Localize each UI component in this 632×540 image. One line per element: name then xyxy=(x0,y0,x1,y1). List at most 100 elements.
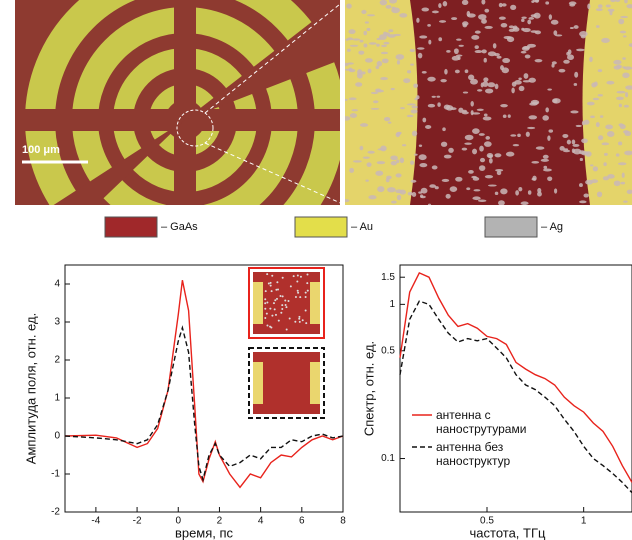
particle xyxy=(580,158,583,161)
particle xyxy=(497,56,502,59)
particle xyxy=(523,46,531,49)
particle xyxy=(475,50,483,53)
particle xyxy=(483,77,488,81)
particle xyxy=(598,94,603,96)
particle xyxy=(590,115,595,118)
particle xyxy=(479,133,485,136)
particle xyxy=(489,158,493,164)
particle xyxy=(597,191,602,197)
particle xyxy=(622,57,626,60)
particle xyxy=(446,105,453,110)
particle xyxy=(410,49,415,52)
particle xyxy=(442,127,446,131)
x-tick-label: 4 xyxy=(258,516,264,527)
particle xyxy=(380,145,387,151)
particle xyxy=(622,173,625,178)
particle xyxy=(384,117,390,121)
legend-swatch xyxy=(410,408,436,422)
inset-particle xyxy=(269,326,271,328)
particle xyxy=(570,110,578,113)
material-label: – Au xyxy=(351,221,373,233)
particle xyxy=(471,110,474,115)
particle xyxy=(596,122,600,127)
particle xyxy=(618,162,627,165)
particle xyxy=(428,40,431,45)
y-axis-label: Спектр, отн. ед. xyxy=(361,341,376,436)
y-tick-label: 0.5 xyxy=(381,345,395,356)
particle xyxy=(365,58,373,63)
inset-particle xyxy=(264,298,266,300)
particle xyxy=(552,61,557,64)
particle xyxy=(572,139,576,144)
particle xyxy=(606,5,611,8)
particle xyxy=(484,58,487,63)
particle xyxy=(446,50,450,53)
particle xyxy=(623,130,629,133)
particle xyxy=(594,82,598,87)
particle xyxy=(495,84,499,90)
particle xyxy=(425,125,431,129)
particle xyxy=(358,51,364,55)
particle xyxy=(567,140,571,145)
particle xyxy=(403,78,410,83)
particle xyxy=(455,177,462,182)
particle xyxy=(368,195,376,199)
inset-particle xyxy=(275,314,277,316)
particle xyxy=(383,42,389,45)
inset-particle xyxy=(274,299,276,301)
particle xyxy=(523,80,531,82)
inset-particle xyxy=(302,319,304,321)
particle xyxy=(527,127,535,129)
particle xyxy=(419,163,427,167)
particle xyxy=(477,89,482,92)
particle xyxy=(479,165,485,171)
particle xyxy=(510,5,516,10)
inset-particle xyxy=(281,304,283,306)
inset-particle xyxy=(275,289,277,291)
particle xyxy=(531,161,539,164)
particle xyxy=(590,164,594,166)
inset-particle xyxy=(286,328,288,330)
particle xyxy=(348,29,355,34)
inset-particle xyxy=(306,274,308,276)
inset-particle xyxy=(278,320,280,322)
particle xyxy=(463,91,468,93)
inset-particle xyxy=(297,274,299,276)
particle xyxy=(451,17,457,20)
particle xyxy=(432,11,439,14)
particle xyxy=(367,151,374,154)
particle xyxy=(386,178,390,182)
inset-particle xyxy=(305,322,307,324)
y-tick-label: -2 xyxy=(51,507,60,518)
particle xyxy=(419,154,427,160)
particle xyxy=(545,107,549,112)
inset-electrode xyxy=(253,282,263,324)
particle xyxy=(593,166,598,171)
particle xyxy=(528,115,537,119)
particle xyxy=(383,32,387,36)
inset-electrode xyxy=(253,362,263,404)
inset-particle xyxy=(266,302,268,304)
particle xyxy=(427,77,435,82)
particle xyxy=(446,194,451,199)
particle xyxy=(563,60,570,64)
particle xyxy=(414,154,418,156)
particle xyxy=(542,115,549,120)
particle xyxy=(545,1,549,4)
particle xyxy=(462,148,467,151)
particle xyxy=(625,92,628,97)
particle xyxy=(396,132,400,136)
particle xyxy=(414,98,417,100)
particle xyxy=(395,173,401,177)
particle xyxy=(363,43,367,47)
particle xyxy=(363,31,367,35)
inset-particle xyxy=(264,302,266,304)
particle xyxy=(549,14,552,20)
x-tick-label: 6 xyxy=(299,516,305,527)
inset-particle xyxy=(297,290,299,292)
inset-particle xyxy=(306,282,308,284)
inset-particle xyxy=(285,304,287,306)
particle xyxy=(521,28,524,31)
inset-particle xyxy=(270,282,272,284)
particle xyxy=(366,162,371,167)
